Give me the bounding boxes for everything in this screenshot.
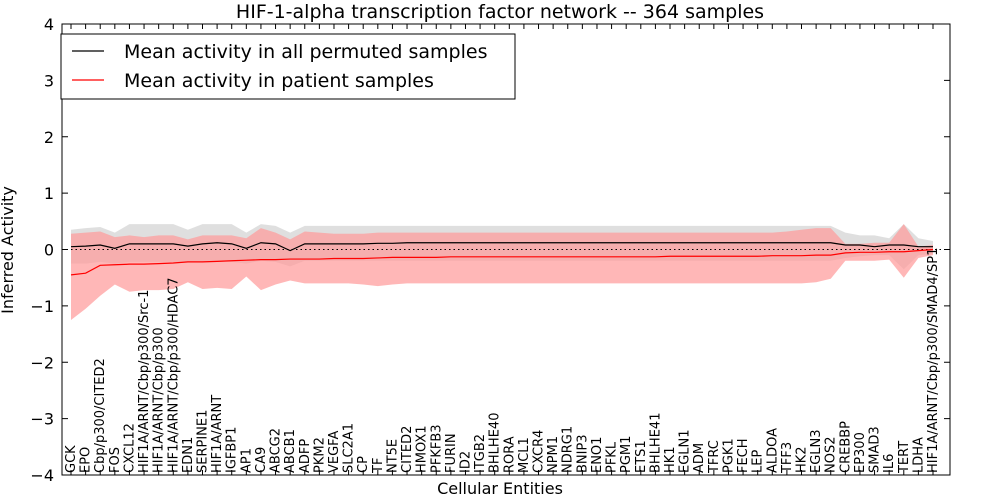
legend-label-patient: Mean activity in patient samples <box>124 70 434 92</box>
x-category-label: EGLN3 <box>809 429 824 473</box>
x-category-label: HIF1A/ARNT/Cbp/p300/SMAD4/SP1 <box>926 248 941 473</box>
x-category-label: CITED2 <box>400 426 415 473</box>
x-category-label: CREBBP <box>838 421 853 473</box>
x-axis-title: Cellular Entities <box>437 479 563 498</box>
y-tick-label: 4 <box>44 15 54 34</box>
x-category-label: FECH <box>736 438 751 473</box>
x-category-label: ENO1 <box>590 437 605 473</box>
y-tick-label: 0 <box>44 241 54 260</box>
x-category-label: ADM <box>692 443 707 473</box>
x-category-label: EGLN1 <box>678 429 693 473</box>
x-category-label: HK1 <box>663 446 678 473</box>
x-category-label: SMAD3 <box>868 426 883 473</box>
x-category-label: Cbp/p300/CITED2 <box>93 358 108 473</box>
y-tick-label: 2 <box>44 128 54 147</box>
legend-box <box>60 33 516 100</box>
x-category-label: NPM1 <box>546 436 561 473</box>
x-category-label: HK2 <box>795 446 810 473</box>
x-category-label: IL6 <box>882 454 897 473</box>
y-tick-label: −2 <box>30 353 54 372</box>
x-category-label: LEP <box>751 450 766 473</box>
x-category-label: CA9 <box>254 447 269 473</box>
x-category-label: HIF1A/ARNT/Cbp/p300 <box>152 327 167 473</box>
x-category-label: ITGB2 <box>473 434 488 473</box>
y-tick-label: 1 <box>44 184 54 203</box>
y-tick-label: −4 <box>30 466 54 485</box>
y-tick-label: 3 <box>44 71 54 90</box>
series-lines <box>70 242 934 276</box>
x-category-label: PKM2 <box>312 437 327 473</box>
x-category-label: FOS <box>108 447 123 473</box>
x-category-label: ETS1 <box>634 440 649 473</box>
x-category-label: BNIP3 <box>575 434 590 473</box>
legend-label-permuted: Mean activity in all permuted samples <box>124 41 487 63</box>
confidence-bands <box>71 224 933 320</box>
x-category-label: TF <box>371 458 386 474</box>
series-line-patient <box>70 248 934 276</box>
x-category-label: GCK <box>64 445 79 473</box>
band-patient <box>71 224 933 320</box>
x-category-label: EP300 <box>853 432 868 473</box>
x-category-label: AP1 <box>239 448 254 473</box>
x-category-label: CXCR4 <box>532 430 547 473</box>
x-category-label: HIF1A/ARNT/Cbp/p300/HDAC7 <box>166 277 181 473</box>
x-category-label: HMOX1 <box>415 425 430 473</box>
x-category-label: HIF1A/ARNT <box>210 395 225 473</box>
x-category-label: PFKFB3 <box>429 424 444 473</box>
x-category-label: SLC2A1 <box>342 423 357 473</box>
x-category-label: CP <box>356 456 371 473</box>
x-category-label: ADFP <box>298 439 313 473</box>
y-tick-label: −1 <box>30 297 54 316</box>
x-category-label: RORA <box>502 436 517 473</box>
y-axis-title: Inferred Activity <box>0 186 17 314</box>
x-category-label: PGK1 <box>721 438 736 473</box>
x-category-label: FURIN <box>444 433 459 473</box>
x-category-label: CXCL12 <box>122 423 137 473</box>
x-category-label: HIF1A/ARNT/Cbp/p300/Src-1 <box>137 290 152 473</box>
x-category-label: ALDOA <box>765 428 780 473</box>
x-category-label: EPO <box>79 447 94 473</box>
x-category-label: PFKL <box>605 441 620 473</box>
y-tick-label: −3 <box>30 410 54 429</box>
x-category-label: TFF3 <box>780 442 795 474</box>
x-category-label: NDRG1 <box>561 426 576 473</box>
x-category-label: ABCB1 <box>283 429 298 473</box>
x-category-label: NOS2 <box>824 437 839 473</box>
x-category-label: PGM1 <box>619 436 634 473</box>
x-category-label: TERT <box>897 441 912 474</box>
x-category-label: NT5E <box>385 439 400 473</box>
x-category-label: ABCG2 <box>269 428 284 473</box>
x-category-label: BHLHE41 <box>648 413 663 473</box>
series-line-permuted <box>70 242 933 252</box>
x-category-label: IGFBP1 <box>225 427 240 473</box>
x-category-label: ID2 <box>458 451 473 473</box>
x-category-label: LDHA <box>911 437 926 473</box>
x-category-label: BHLHE40 <box>488 413 503 473</box>
x-category-label: TFRC <box>707 440 722 474</box>
x-category-label: VEGFA <box>327 431 342 473</box>
legend: Mean activity in all permuted samples Me… <box>60 33 516 100</box>
x-axis: GCK EPO Cbp/p300/CITED2 FOS CXCL12 HIF1A/ARNT… <box>64 24 941 475</box>
x-category-label: SERPINE1 <box>195 410 210 473</box>
x-category-label: EDN1 <box>181 437 196 473</box>
x-category-label: MCL1 <box>517 437 532 473</box>
y-axis: −4 −3 −2 −1 0 1 2 3 4 <box>30 15 950 485</box>
chart-title: HIF-1-alpha transcription factor network… <box>236 1 764 23</box>
